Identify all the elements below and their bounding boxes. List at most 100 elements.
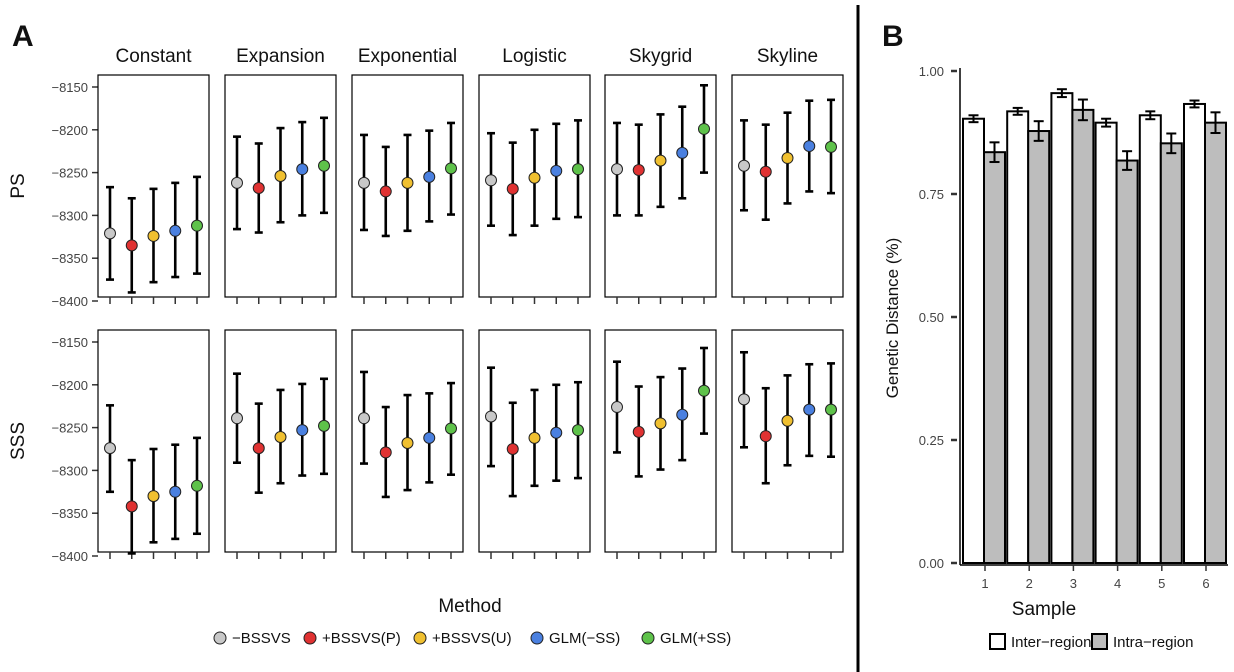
data-point-bssvs-u (147, 490, 160, 503)
y-tick-label-sss: −8300 (51, 463, 88, 478)
data-point-bssvs (104, 442, 116, 455)
legend-label-inter-region: Inter−region (1011, 634, 1091, 651)
row-label-sss: SSS (8, 422, 29, 460)
panel-b-label: B (882, 20, 904, 53)
legend-swatch-bssvs (213, 631, 227, 645)
y-tick-label-ps: −8400 (51, 294, 88, 309)
data-point-bssvs-p (632, 164, 645, 177)
facet-label-constant: Constant (115, 46, 192, 67)
data-point-glm-ss (676, 408, 689, 421)
y-tick-label-sss: −8200 (51, 378, 88, 393)
data-point-bssvs-p (506, 443, 519, 455)
data-point-bssvs-p (759, 165, 772, 178)
panel-a: Constant Expansion Exponential Logistic Skyg… (8, 46, 844, 564)
panel-b-legend: Inter−region Intra−region (989, 633, 1193, 651)
data-point-glm-ss (445, 422, 457, 435)
data-point-bssvs-u (274, 431, 287, 444)
data-point-bssvs (738, 393, 750, 406)
data-point-bssvs (611, 401, 623, 414)
data-point-bssvs-p (252, 182, 265, 195)
data-point-bssvs-u (401, 437, 414, 450)
data-point-bssvs (485, 410, 497, 423)
bar-intra-region (1115, 159, 1139, 564)
data-point-bssvs-u (401, 176, 414, 189)
data-point-bssvs-p (632, 425, 645, 438)
data-point-glm-ss (296, 424, 309, 437)
data-point-bssvs (231, 412, 243, 425)
y-tick-label-ps: −8150 (51, 80, 88, 95)
data-point-glm-ss (296, 163, 309, 176)
legend-label-intra-region: Intra−region (1113, 634, 1193, 651)
data-point-bssvs-u (781, 152, 794, 165)
data-point-bssvs-p (252, 442, 265, 455)
data-point-bssvs-p (379, 446, 392, 459)
panel-b-x-tick-label: 5 (1158, 576, 1165, 591)
data-point-bssvs-p (125, 500, 138, 513)
panel-b-x-tick-label: 6 (1202, 576, 1209, 591)
data-point-glm-ss (550, 164, 563, 177)
data-point-glm-ss (803, 403, 816, 416)
panel-b-x-tick-label: 2 (1026, 576, 1033, 591)
y-tick-label-sss: −8350 (51, 506, 88, 521)
bar-intra-region (1027, 130, 1051, 565)
data-point-bssvs (358, 176, 370, 189)
data-point-bssvs-u (528, 171, 541, 184)
data-point-glm-ss (445, 162, 457, 175)
legend-swatch-inter-region (989, 633, 1006, 650)
data-point-bssvs-u (654, 417, 667, 430)
data-point-glm-ss (698, 122, 710, 135)
data-point-glm-ss (825, 140, 837, 153)
data-point-bssvs-u (274, 170, 287, 183)
data-point-glm-ss (676, 146, 689, 159)
bar-inter-region (1183, 102, 1206, 565)
data-point-glm-ss (169, 485, 182, 498)
y-tick-label-ps: −8350 (51, 251, 88, 266)
data-point-glm-ss (803, 140, 816, 153)
data-point-glm-ss (191, 479, 203, 492)
panel-b-y-tick-label: 0.00 (919, 556, 944, 571)
data-point-glm-ss (572, 424, 584, 437)
data-point-bssvs-p (379, 185, 392, 198)
y-tick-label-ps: −8300 (51, 208, 88, 223)
panel-b-xlabel: Sample (1012, 599, 1076, 620)
data-point-glm-ss (318, 159, 330, 172)
panel-a-label: A (12, 20, 34, 53)
panel-b-y-tick-label: 0.75 (919, 187, 944, 202)
data-point-bssvs (611, 163, 623, 176)
bar-inter-region (1006, 110, 1030, 565)
legend-swatch-glm-ss (641, 631, 655, 645)
data-point-glm-ss (169, 224, 182, 237)
data-point-glm-ss (423, 431, 436, 444)
panel-b-ylabel: Genetic Distance (%) (883, 238, 902, 399)
legend-swatch-bssvs-p (303, 631, 317, 645)
data-point-glm-ss (318, 419, 330, 432)
legend-swatch-bssvs-u (413, 631, 427, 645)
y-tick-label-sss: −8150 (51, 335, 88, 350)
bar-inter-region (962, 117, 985, 564)
data-point-bssvs-u (781, 414, 794, 427)
data-point-bssvs-p (125, 239, 138, 252)
data-point-glm-ss (698, 384, 710, 397)
bar-inter-region (1138, 114, 1162, 564)
data-point-bssvs-p (506, 182, 519, 195)
panel-b-y-tick-label: 0.25 (919, 433, 944, 448)
facet-label-skygrid: Skygrid (629, 46, 692, 67)
legend-swatch-glm-ss (530, 631, 544, 645)
data-point-bssvs (738, 159, 750, 172)
bar-intra-region (1159, 142, 1183, 564)
bar-intra-region (1204, 121, 1227, 564)
facet-label-exponential: Exponential (358, 46, 457, 67)
data-point-bssvs (104, 227, 116, 240)
data-point-bssvs (231, 176, 243, 189)
facet-label-logistic: Logistic (502, 46, 566, 67)
legend-label-bssvs-u: +BSSVS(U) (432, 630, 512, 647)
bar-intra-region (1071, 108, 1095, 564)
facet-label-expansion: Expansion (236, 46, 325, 67)
data-point-bssvs (485, 174, 497, 187)
data-point-glm-ss (572, 163, 584, 176)
data-point-bssvs-u (147, 229, 160, 242)
legend-swatch-intra-region (1091, 633, 1108, 650)
data-point-glm-ss (825, 403, 837, 416)
panel-b-y-tick-label: 0.50 (919, 310, 944, 325)
